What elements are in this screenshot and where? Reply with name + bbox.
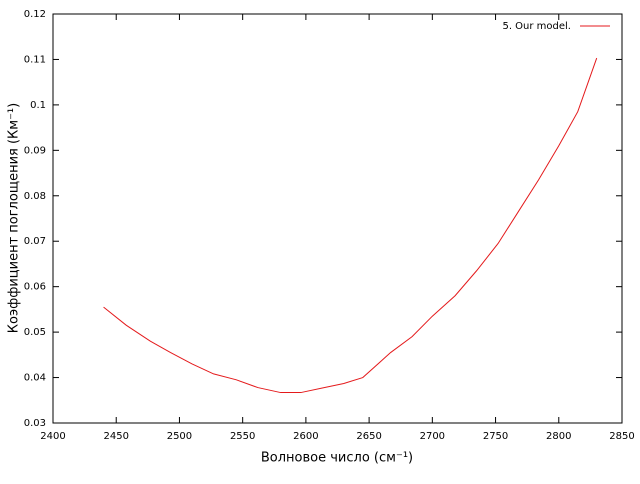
x-axis-label: Волновое число (см⁻¹) xyxy=(261,451,413,466)
y-tick-label: 0.12 xyxy=(24,9,46,20)
x-tick-label: 2600 xyxy=(293,431,318,442)
x-tick-label: 2800 xyxy=(546,431,571,442)
x-tick-label: 2400 xyxy=(40,431,65,442)
x-tick-label: 2550 xyxy=(230,431,255,442)
x-tick-label: 2650 xyxy=(356,431,381,442)
y-tick-label: 0.07 xyxy=(24,236,46,247)
y-tick-label: 0.03 xyxy=(24,418,46,429)
plot-frame xyxy=(52,13,623,424)
y-tick-label: 0.04 xyxy=(24,373,46,384)
y-tick-label: 0.05 xyxy=(24,327,46,338)
y-tick-label: 0.11 xyxy=(24,54,46,65)
x-tick-label: 2700 xyxy=(420,431,445,442)
x-tick-label: 2450 xyxy=(103,431,128,442)
y-axis-label: Коэффициент поглощения (Км⁻¹) xyxy=(7,103,22,333)
y-tick-label: 0.1 xyxy=(30,100,46,111)
x-tick-label: 2750 xyxy=(483,431,508,442)
y-tick-label: 0.08 xyxy=(24,191,46,202)
data-line xyxy=(103,57,598,394)
y-tick-label: 0.06 xyxy=(24,282,46,293)
x-tick-label: 2850 xyxy=(609,431,634,442)
y-tick-label: 0.09 xyxy=(24,145,46,156)
legend-label: 5. Our model. xyxy=(502,21,571,32)
x-tick-label: 2500 xyxy=(167,431,192,442)
